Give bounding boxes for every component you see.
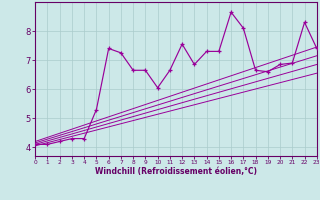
X-axis label: Windchill (Refroidissement éolien,°C): Windchill (Refroidissement éolien,°C) xyxy=(95,167,257,176)
